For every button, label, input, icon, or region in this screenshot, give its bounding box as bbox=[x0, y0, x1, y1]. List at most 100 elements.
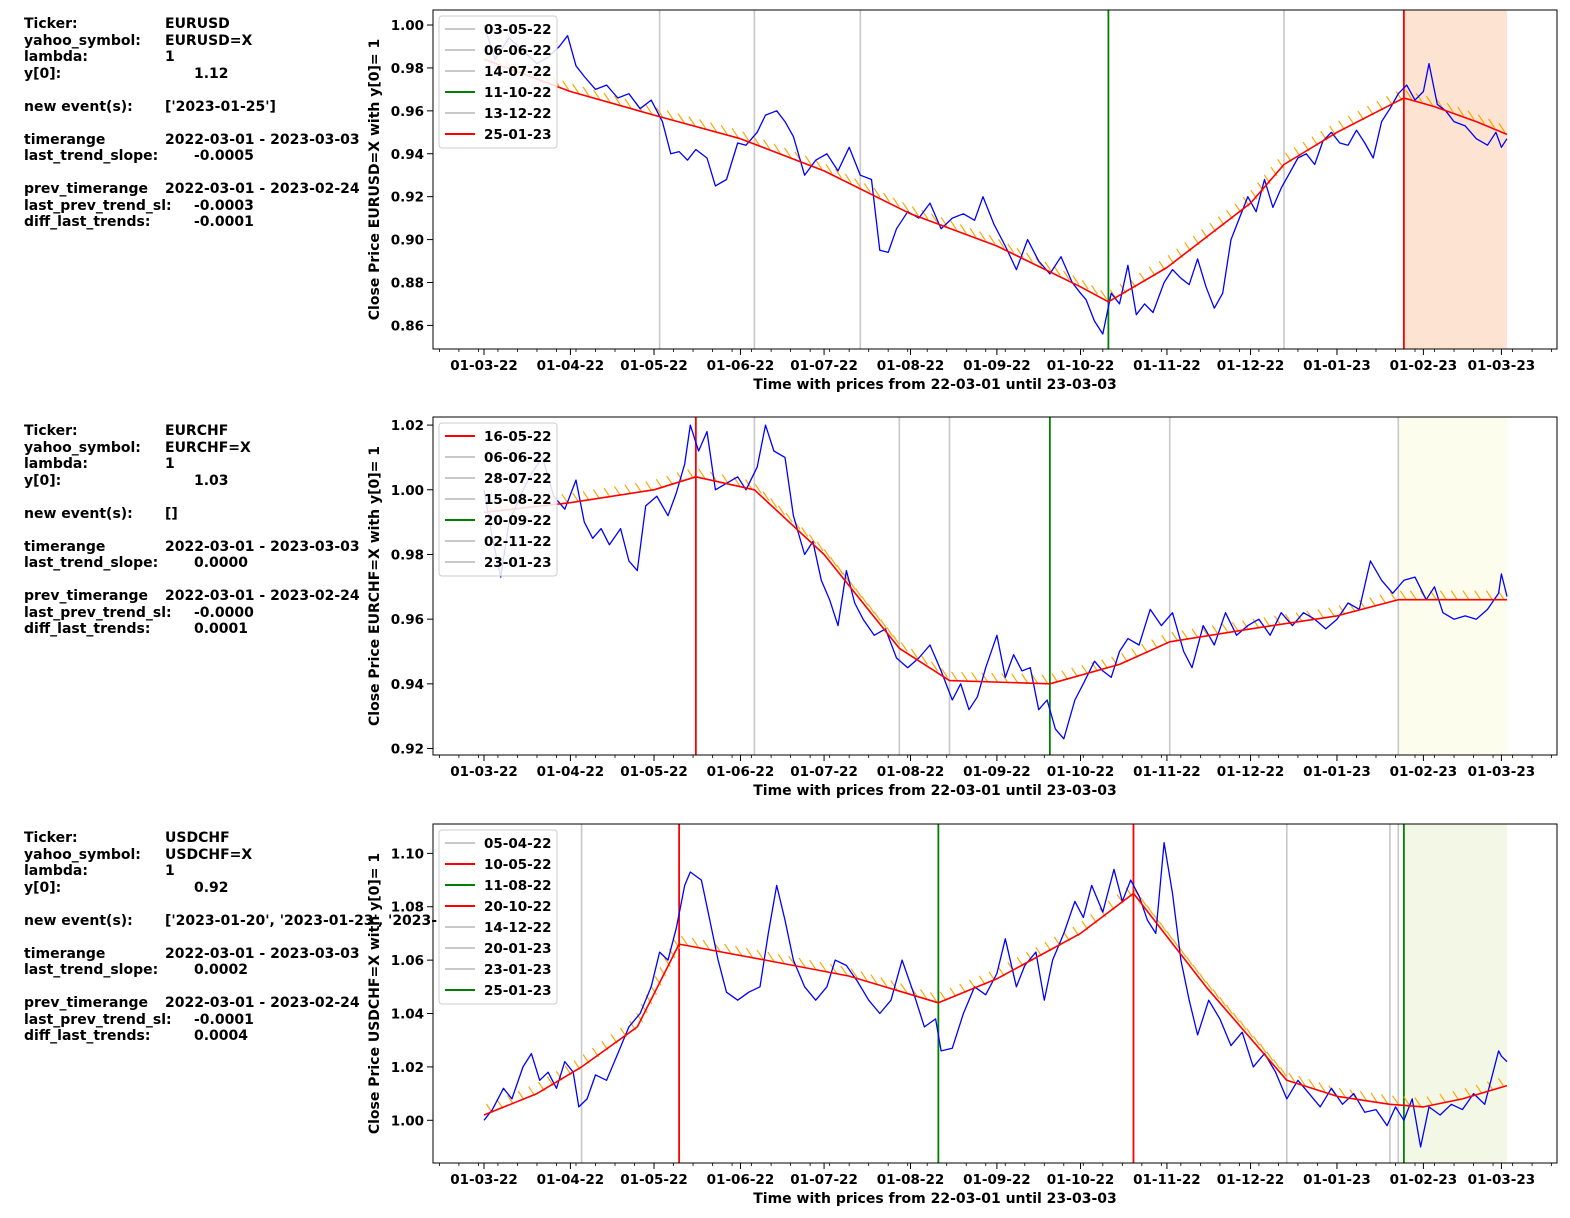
info-panel-1: Ticker: EURCHF yahoo_symbol: EURCHF=X lamb… bbox=[24, 423, 364, 638]
legend-label: 13-12-22 bbox=[484, 106, 552, 122]
y-tick-label: 0.96 bbox=[391, 612, 424, 628]
x-axis-label: Time with prices from 22-03-01 until 23-… bbox=[753, 1191, 1116, 1207]
prev-slope-label: last_prev_trend_sl: bbox=[24, 604, 172, 621]
chart-0: 01-03-22 01-04-22 01-05-22 01-06-22 01-07-22… bbox=[367, 9, 1558, 393]
price-line bbox=[483, 842, 1508, 1148]
y-axis-label: Close Price EURUSD=X with y[0]= 1 bbox=[367, 39, 383, 320]
symbol-label: yahoo_symbol: bbox=[24, 846, 141, 863]
diff-label: diff_last_trends: bbox=[24, 214, 151, 230]
y0-label: y[0]: bbox=[24, 879, 62, 896]
y0-value: 1.12 bbox=[194, 65, 229, 82]
x-tick-label: 01-11-22 bbox=[1133, 358, 1201, 374]
forecast-shade bbox=[1403, 824, 1507, 1163]
x-tick-label: 01-12-22 bbox=[1217, 764, 1285, 780]
slope-value: 0.0000 bbox=[194, 555, 249, 571]
prev-slope-value: -0.0001 bbox=[194, 1011, 254, 1028]
chart-1: 01-03-22 01-04-22 01-05-22 01-06-22 01-07-22… bbox=[367, 416, 1558, 799]
x-tick-label: 01-06-22 bbox=[707, 1172, 775, 1188]
x-tick-label: 01-09-22 bbox=[963, 1172, 1031, 1188]
x-tick-label: 01-08-22 bbox=[877, 358, 945, 374]
x-tick-label: 01-08-22 bbox=[877, 1172, 945, 1188]
trend-band-hatch bbox=[485, 51, 1506, 300]
legend-label: 14-12-22 bbox=[484, 920, 552, 936]
info-panel-0: Ticker: EURUSD yahoo_symbol: EURUSD=X lamb… bbox=[24, 16, 364, 231]
trend-line bbox=[483, 892, 1508, 1116]
price-line bbox=[483, 424, 1508, 740]
x-tick-label: 01-09-22 bbox=[963, 764, 1031, 780]
y-tick-label: 0.86 bbox=[391, 318, 424, 334]
events-value: ['2023-01-25'] bbox=[165, 98, 276, 115]
x-tick-label: 01-11-22 bbox=[1133, 1172, 1201, 1188]
x-axis-label: Time with prices from 22-03-01 until 23-… bbox=[753, 783, 1116, 799]
legend-label: 25-01-23 bbox=[484, 983, 552, 999]
y-axis-label: Close Price EURCHF=X with y[0]= 1 bbox=[367, 446, 383, 726]
events-label: new event(s): bbox=[24, 98, 133, 115]
symbol-label: yahoo_symbol: bbox=[24, 32, 141, 49]
slope-label: last_trend_slope: bbox=[24, 962, 159, 978]
x-tick-label: 01-08-22 bbox=[877, 764, 945, 780]
x-tick-label: 01-12-22 bbox=[1217, 1172, 1285, 1188]
x-tick-label: 01-06-22 bbox=[707, 764, 775, 780]
legend-label: 10-05-22 bbox=[484, 857, 552, 873]
plot-area bbox=[483, 842, 1508, 1148]
prev-slope-value: -0.0000 bbox=[194, 604, 254, 621]
x-axis-label: Time with prices from 22-03-01 until 23-… bbox=[753, 377, 1116, 393]
timerange-value: 2022-03-01 - 2023-03-03 bbox=[165, 945, 360, 962]
diff-label: diff_last_trends: bbox=[24, 1028, 151, 1044]
x-tick-label: 01-04-22 bbox=[537, 1172, 605, 1188]
legend-box bbox=[438, 422, 558, 577]
prev-timerange-label: prev_timerange bbox=[24, 181, 148, 197]
y-tick-label: 0.96 bbox=[391, 104, 424, 120]
timerange-label: timerange bbox=[24, 131, 106, 148]
prev-slope-label: last_prev_trend_sl: bbox=[24, 197, 172, 214]
y-tick-label: 1.08 bbox=[391, 900, 424, 916]
prev-timerange-label: prev_timerange bbox=[24, 588, 148, 604]
legend: 03-05-22 06-06-22 14-07-22 11-10-22 13-12-22… bbox=[438, 15, 558, 149]
diff-value: 0.0004 bbox=[194, 1028, 249, 1044]
x-tick-label: 01-05-22 bbox=[620, 1172, 688, 1188]
x-tick-label: 01-02-23 bbox=[1390, 1172, 1458, 1188]
x-tick-label: 01-04-22 bbox=[537, 764, 605, 780]
x-tick-label: 01-09-22 bbox=[963, 358, 1031, 374]
trend-line bbox=[483, 58, 1508, 303]
plot-area bbox=[483, 24, 1508, 335]
x-tick-label: 01-01-23 bbox=[1303, 764, 1371, 780]
plot-frame bbox=[432, 416, 1558, 756]
legend-label: 23-01-23 bbox=[484, 962, 552, 978]
diff-value: 0.0001 bbox=[194, 621, 249, 637]
slope-value: -0.0005 bbox=[194, 148, 254, 164]
prev-timerange-value: 2022-03-01 - 2023-02-24 bbox=[165, 588, 360, 604]
ticker-value: USDCHF bbox=[165, 830, 230, 846]
x-tick-label: 01-02-23 bbox=[1390, 764, 1458, 780]
y-tick-label: 1.06 bbox=[391, 953, 424, 969]
lambda-label: lambda: bbox=[24, 863, 88, 879]
lambda-value: 1 bbox=[165, 456, 175, 472]
y0-label: y[0]: bbox=[24, 472, 62, 489]
legend-label: 06-06-22 bbox=[484, 450, 552, 466]
info-panel-2: Ticker: USDCHF yahoo_symbol: USDCHF=X lamb… bbox=[24, 830, 437, 1045]
x-tick-label: 01-03-22 bbox=[450, 358, 518, 374]
prev-timerange-value: 2022-03-01 - 2023-02-24 bbox=[165, 995, 360, 1011]
forecast-shade bbox=[1403, 10, 1507, 349]
plot-frame bbox=[432, 9, 1558, 350]
ticker-label: Ticker: bbox=[24, 16, 78, 32]
chart-2: 01-03-22 01-04-22 01-05-22 01-06-22 01-07-22… bbox=[367, 823, 1558, 1207]
lambda-value: 1 bbox=[165, 49, 175, 65]
x-tick-label: 01-02-23 bbox=[1390, 358, 1458, 374]
symbol-value: EURUSD=X bbox=[165, 32, 253, 49]
y-tick-label: 0.90 bbox=[391, 233, 424, 249]
ticker-label: Ticker: bbox=[24, 423, 78, 439]
x-tick-label: 01-01-23 bbox=[1303, 1172, 1371, 1188]
legend-label: 03-05-22 bbox=[484, 22, 552, 38]
y-tick-label: 0.92 bbox=[391, 190, 424, 206]
y-tick-label: 1.00 bbox=[391, 1113, 424, 1129]
y-tick-label: 0.94 bbox=[391, 677, 424, 693]
slope-value: 0.0002 bbox=[194, 962, 249, 978]
plot-area bbox=[483, 424, 1508, 740]
legend-label: 20-09-22 bbox=[484, 513, 552, 529]
lambda-label: lambda: bbox=[24, 49, 88, 65]
legend-label: 20-01-23 bbox=[484, 941, 552, 957]
ticker-value: EURCHF bbox=[165, 423, 229, 439]
ticker-label: Ticker: bbox=[24, 830, 78, 846]
x-tick-label: 01-05-22 bbox=[620, 764, 688, 780]
